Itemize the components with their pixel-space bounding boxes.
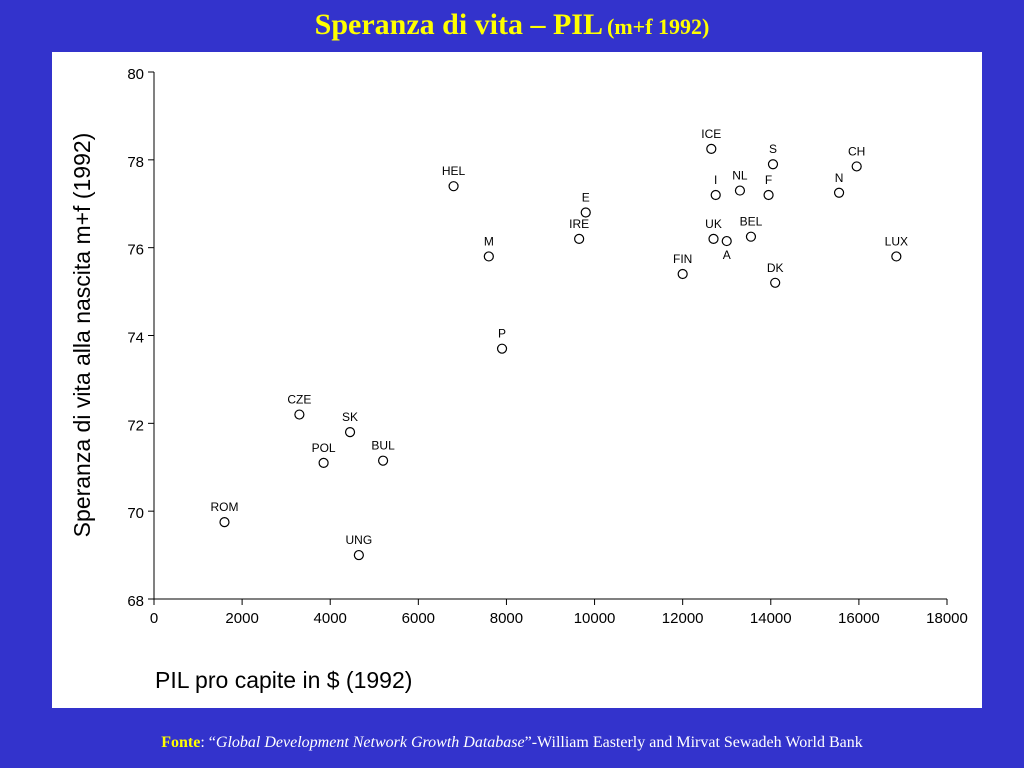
data-point-ch (851, 161, 862, 172)
data-point-nl (734, 185, 746, 196)
slide-title-subtitle: (m+f 1992) (607, 14, 710, 39)
scatter-chart: 68 70 72 74 76 78 80 0 2000 4000 6000 8000 10000 1200… (69, 66, 968, 693)
data-point-sk (344, 427, 356, 438)
x-axis-title: PIL pro capite in $ (1992) (155, 667, 412, 693)
point-label-nl: NL (732, 169, 748, 183)
point-label-f: F (765, 173, 772, 187)
y-tick-label: 80 (127, 66, 144, 83)
data-point-dk (770, 277, 781, 288)
chart-axes: 68 70 72 74 76 78 80 0 2000 4000 6000 8000 10000 1200… (127, 66, 968, 627)
data-point-ice (706, 143, 717, 154)
point-label-lux: LUX (885, 234, 908, 248)
chart-panel: 68 70 72 74 76 78 80 0 2000 4000 6000 8000 10000 1200… (52, 52, 982, 708)
data-point-uk (708, 233, 719, 244)
point-label-ch: CH (848, 144, 865, 158)
point-label-n: N (835, 171, 844, 185)
x-tick-label: 2000 (225, 610, 258, 627)
data-point-f (763, 189, 774, 201)
point-label-s: S (769, 142, 777, 156)
data-point-n (833, 187, 845, 198)
point-label-a: A (723, 248, 731, 262)
point-label-e: E (582, 191, 590, 205)
source-label: Fonte (161, 734, 201, 751)
data-point-cze (294, 409, 305, 420)
data-point-ire (574, 233, 585, 244)
data-point-m (483, 251, 494, 262)
point-label-bul: BUL (371, 439, 395, 453)
point-label-m: M (484, 234, 494, 248)
point-label-sk: SK (342, 410, 358, 424)
point-label-ung: UNG (346, 533, 373, 547)
point-label-bel: BEL (740, 215, 763, 229)
y-tick-label: 68 (127, 593, 144, 610)
point-label-cze: CZE (287, 393, 311, 407)
data-point-lux (891, 251, 902, 262)
slide-title: Speranza di vita – PIL (m+f 1992) (0, 8, 1024, 42)
point-label-dk: DK (767, 261, 784, 275)
x-tick-label: 16000 (838, 610, 880, 627)
x-tick-label: 8000 (490, 610, 523, 627)
data-point-s (767, 159, 779, 170)
y-tick-label: 70 (127, 505, 144, 522)
source-rest: ”-William Easterly and Mirvat Sewadeh Wo… (524, 734, 863, 751)
data-point-ung (353, 549, 364, 561)
slide-title-main: Speranza di vita – PIL (314, 8, 603, 41)
point-label-i: I (714, 173, 717, 187)
point-label-p: P (498, 327, 506, 341)
chart-points: ROM CZE POL SK UNG BUL HEL M P IRE E FIN ICE I UK A NL BE… (210, 127, 908, 561)
x-tick-label: 10000 (574, 610, 616, 627)
point-label-pol: POL (312, 441, 336, 455)
x-tick-label: 12000 (662, 610, 704, 627)
data-point-hel (448, 181, 459, 192)
source-colon: : “ (200, 734, 216, 751)
y-tick-label: 78 (127, 154, 144, 171)
x-tick-label: 0 (150, 610, 158, 627)
data-point-bul (377, 455, 389, 466)
y-tick-label: 76 (127, 242, 144, 259)
data-point-a (721, 235, 732, 247)
data-point-pol (318, 457, 329, 468)
data-point-i (710, 189, 721, 201)
y-tick-label: 72 (127, 417, 144, 434)
source-database: Global Development Network Growth Databa… (215, 734, 525, 751)
point-label-ice: ICE (701, 127, 721, 141)
data-point-p (496, 343, 508, 354)
point-label-hel: HEL (442, 164, 466, 178)
x-tick-label: 6000 (402, 610, 435, 627)
data-point-e (580, 207, 591, 218)
data-point-fin (677, 268, 688, 280)
data-point-rom (219, 517, 230, 528)
point-label-fin: FIN (673, 252, 692, 266)
point-label-rom: ROM (210, 500, 238, 514)
source-note: Fonte: “Global Development Network Growt… (0, 734, 1024, 752)
data-point-bel (745, 231, 757, 242)
x-tick-label: 4000 (314, 610, 347, 627)
x-tick-label: 18000 (926, 610, 968, 627)
point-label-uk: UK (705, 217, 722, 231)
point-label-ire: IRE (569, 217, 589, 231)
y-axis-title: Speranza di vita alla nascita m+f (1992) (69, 133, 95, 538)
y-tick-label: 74 (127, 330, 144, 347)
x-tick-label: 14000 (750, 610, 792, 627)
